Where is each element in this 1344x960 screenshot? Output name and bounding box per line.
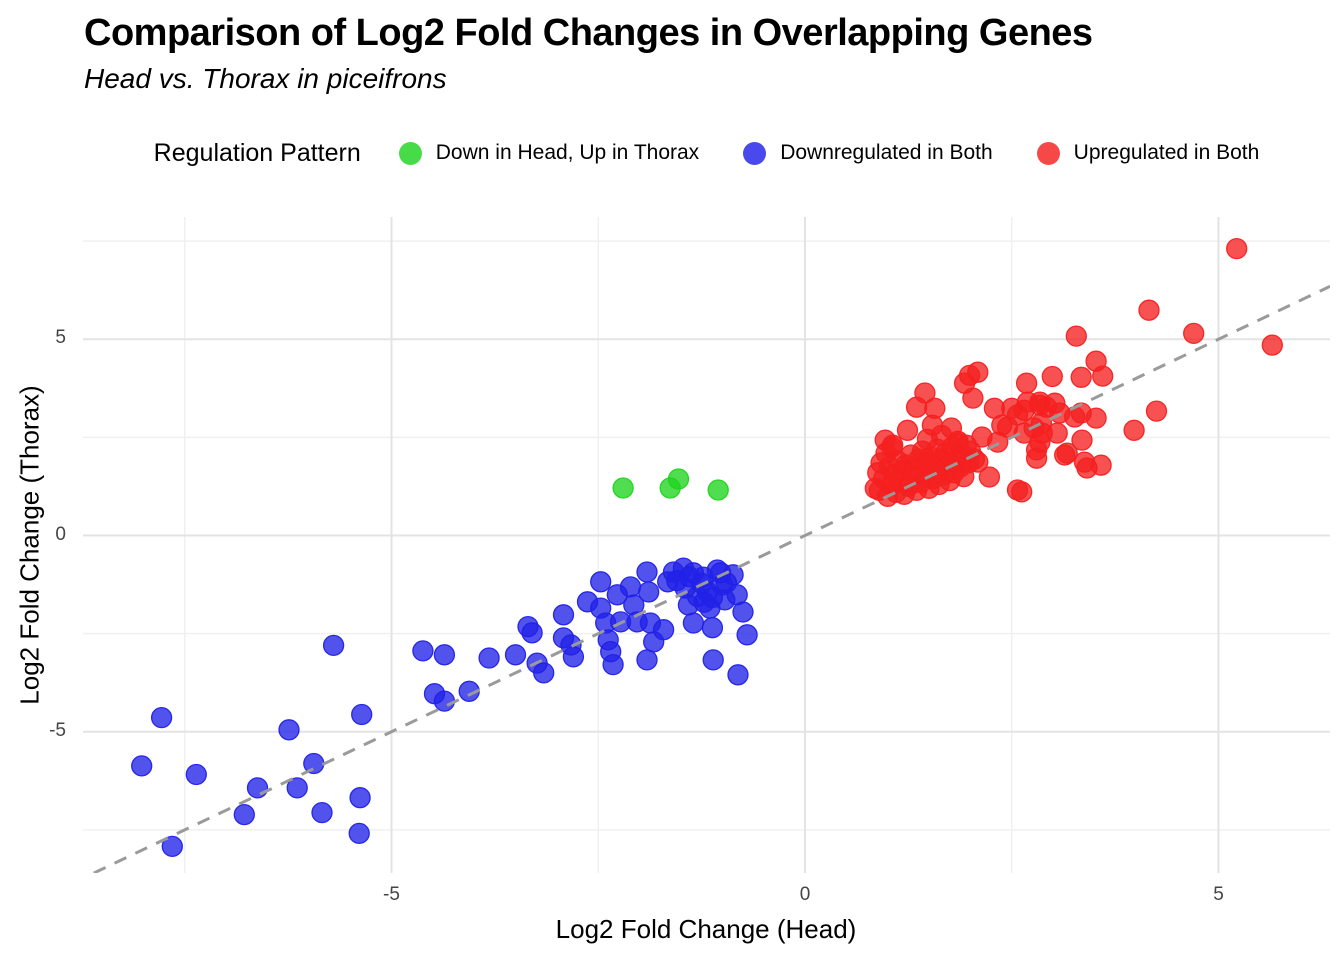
data-point-series-1 (322, 634, 345, 657)
data-point-series-1 (590, 571, 612, 593)
data-point-series-1 (246, 777, 269, 799)
data-point-series-1 (521, 622, 543, 644)
y-tick-label: -5 (49, 719, 66, 741)
data-point-series-1 (638, 581, 660, 603)
data-point-series-1 (709, 562, 732, 584)
data-point-series-2 (1261, 334, 1283, 356)
data-point-series-1 (433, 644, 456, 666)
data-point-series-2 (962, 387, 984, 409)
data-point-series-1 (233, 803, 255, 826)
data-point-series-1 (412, 640, 434, 662)
data-point-series-2 (1054, 444, 1076, 466)
data-point-series-2 (1025, 447, 1048, 469)
data-point-series-2 (896, 419, 919, 441)
data-point-series-1 (278, 719, 300, 741)
x-tick-label: 0 (799, 884, 811, 905)
legend-swatch-red-icon (1036, 141, 1060, 165)
data-point-series-2 (1076, 457, 1098, 479)
data-point-series-2 (930, 424, 953, 447)
legend-item-down-head-up-thorax[interactable]: Down in Head, Up in Thorax (398, 141, 700, 165)
data-point-series-1 (131, 755, 153, 777)
chart-subtitle: Head vs. Thorax in piceifrons (84, 63, 447, 94)
data-point-series-1 (533, 662, 555, 684)
legend-label: Upregulated in Both (1073, 141, 1260, 164)
legend-item-upregulated-both[interactable]: Upregulated in Both (1036, 141, 1260, 165)
data-point-series-1 (727, 664, 749, 686)
data-point-series-2 (1226, 237, 1248, 260)
data-point-series-2 (1123, 419, 1145, 441)
data-point-series-1 (311, 801, 333, 824)
data-point-series-1 (504, 644, 527, 666)
data-point-series-1 (701, 586, 724, 609)
x-axis-title: Log2 Fold Change (Head) (555, 914, 857, 944)
data-point-series-1 (636, 561, 658, 583)
data-point-series-1 (478, 647, 500, 669)
data-point-series-2 (987, 431, 1009, 453)
y-axis-title: Log2 Fold Change (Thorax) (14, 385, 45, 705)
data-point-series-2 (1015, 372, 1038, 394)
chart-title: Comparison of Log2 Fold Changes in Overl… (84, 12, 1093, 54)
data-point-series-2 (978, 466, 1001, 488)
x-tick-label: 5 (1213, 884, 1224, 905)
data-point-series-1 (552, 604, 575, 626)
data-point-series-2 (1070, 366, 1092, 388)
data-point-series-1 (150, 706, 173, 729)
data-point-series-1 (732, 601, 754, 623)
y-tick-label: 0 (55, 523, 66, 545)
data-point-series-2 (1085, 407, 1107, 429)
legend-title: Regulation Pattern (153, 138, 361, 167)
data-point-series-2 (1006, 479, 1029, 501)
data-point-series-1 (702, 649, 724, 671)
legend-label: Downregulated in Both (780, 141, 993, 164)
data-point-series-1 (736, 624, 758, 646)
data-point-series-2 (1065, 325, 1087, 347)
scatter-plot-canvas (83, 217, 1330, 873)
data-point-series-0 (707, 479, 729, 501)
data-point-series-1 (349, 787, 371, 809)
data-point-series-1 (562, 646, 585, 668)
legend-swatch-blue-icon (743, 141, 767, 165)
data-point-series-2 (1183, 322, 1205, 345)
data-point-series-1 (161, 835, 183, 858)
data-point-series-1 (701, 617, 724, 639)
data-point-series-1 (433, 690, 456, 712)
data-point-series-1 (185, 763, 207, 786)
data-point-series-1 (619, 576, 642, 598)
data-point-series-2 (1138, 299, 1160, 321)
legend-label: Down in Head, Up in Thorax (435, 141, 700, 164)
data-point-series-2 (905, 396, 928, 418)
data-point-series-0 (667, 468, 690, 490)
y-tick-label: 5 (55, 327, 66, 349)
data-point-series-1 (636, 649, 658, 671)
data-point-series-2 (963, 448, 986, 470)
data-point-series-1 (652, 619, 675, 641)
data-point-series-2 (1063, 406, 1086, 428)
legend-item-downregulated-both[interactable]: Downregulated in Both (743, 141, 993, 165)
data-point-series-1 (682, 612, 705, 634)
x-tick-label: -5 (383, 884, 400, 905)
data-point-series-2 (1046, 422, 1068, 444)
legend-swatch-green-icon (398, 141, 422, 165)
data-point-series-1 (351, 703, 373, 726)
data-point-series-1 (286, 777, 308, 799)
plot-panel (83, 217, 1330, 873)
data-point-series-2 (1092, 365, 1114, 387)
data-point-series-1 (602, 653, 624, 676)
data-point-series-2 (1041, 365, 1063, 388)
data-point-series-0 (612, 477, 634, 499)
legend: Regulation Pattern Down in Head, Up in T… (83, 132, 1330, 174)
data-point-series-2 (881, 436, 903, 458)
data-point-series-1 (348, 822, 370, 845)
data-point-series-2 (1071, 429, 1093, 451)
data-point-series-2 (1145, 400, 1168, 422)
